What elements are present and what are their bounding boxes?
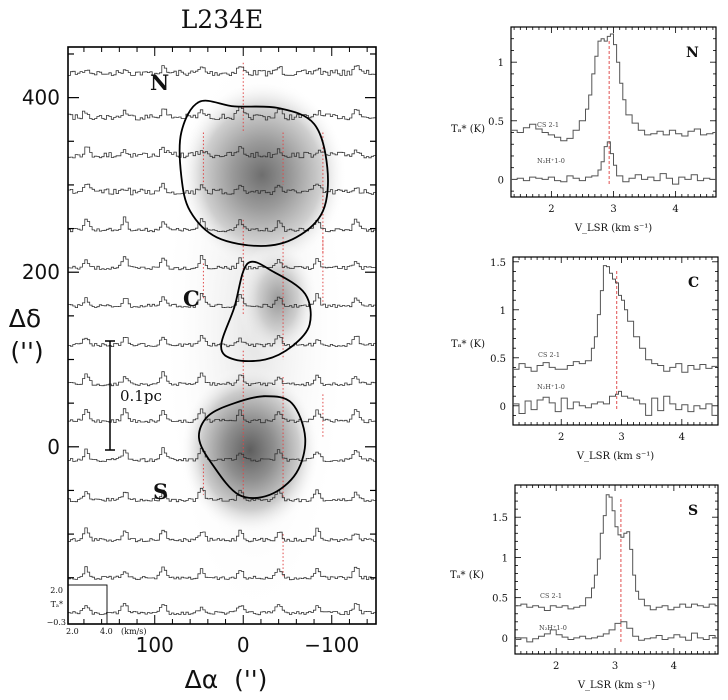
x-axis-label: Δα (''): [185, 665, 268, 694]
contour-C-core: [220, 260, 312, 363]
y-tick-label: 0: [498, 175, 504, 186]
x-tick-label: −100: [304, 633, 359, 657]
emission-n-core: [177, 80, 347, 270]
spectrum-row: [68, 182, 376, 196]
x-tick-label: 4: [671, 661, 677, 672]
y-axis-label-line1: Δδ: [9, 304, 41, 333]
contour-N-core: [178, 99, 329, 247]
x-tick-label: 2: [558, 432, 564, 443]
x-tick-label: 2: [553, 661, 559, 672]
cs-2-1-spectrum: [511, 33, 716, 142]
emission-c-core: [238, 240, 318, 360]
y-tick-labels: 0 200 400: [22, 86, 60, 459]
core-labels: N C S: [150, 70, 200, 504]
emission-s-core: [180, 365, 320, 535]
scale-bar-label: 0.1pc: [120, 387, 162, 405]
cs-2-1-spectrum: [513, 265, 718, 373]
core-label-n: N: [150, 70, 169, 95]
core-label-s: S: [153, 479, 168, 504]
core-contours: [178, 99, 329, 499]
spectrum-row: [68, 603, 376, 616]
spectrum-row: [68, 293, 376, 308]
inset-ta-max: 2.0: [50, 586, 63, 595]
y-axis-label: Tₐ* (K): [451, 339, 485, 350]
x-tick-label: 4: [672, 204, 678, 215]
y-tick-label: 0: [500, 402, 506, 413]
y-tick-label: 0: [47, 435, 60, 459]
inset-ta-label: Tₐ*: [51, 600, 63, 609]
panel-label: N: [686, 45, 699, 61]
spectrum-panel-c: 2 3 4 0 0.5 1 1.5 CS 2-1 N₂H⁺1-0 C Tₐ* (K) V_LSR (k…: [451, 256, 719, 462]
y-tick-label: 1.5: [490, 258, 506, 269]
x-axis-label: V_LSR (km s⁻¹): [574, 223, 652, 234]
y-tick-label: 0.5: [490, 354, 506, 365]
x-tick-label: 2: [548, 204, 554, 215]
y-tick-label: 1: [500, 306, 506, 317]
series-label-n2h: N₂H⁺1-0: [537, 157, 565, 165]
y-tick-label: 200: [22, 260, 60, 284]
series-label-n2h: N₂H⁺1-0: [537, 383, 565, 391]
n2h-1-0-spectrum: [513, 390, 718, 416]
y-axis-label-line2: (''): [10, 337, 43, 366]
spectrum-row: [68, 255, 376, 271]
channel-map-panel: L234E 100 0 −100 0 200 400 Δα ('') Δδ ('') N…: [9, 5, 377, 694]
spectrum-row: [68, 566, 376, 581]
spectrum-row: [68, 65, 376, 77]
x-tick-label: 0: [237, 633, 250, 657]
cs-2-1-spectrum: [515, 494, 718, 611]
contour-S-core: [198, 395, 307, 499]
scale-bar: 0.1pc: [105, 340, 162, 451]
map-title: L234E: [181, 5, 264, 34]
y-axis-label: Tₐ* (K): [450, 570, 484, 581]
x-tick-labels: 100 0 −100: [136, 633, 360, 657]
x-axis-label: V_LSR (km s⁻¹): [577, 680, 655, 691]
spectrum-row: [68, 216, 376, 233]
series-label-cs: CS 2-1: [537, 121, 559, 129]
panel-frame: [514, 484, 719, 655]
y-axis-label: Tₐ* (K): [451, 124, 485, 135]
series-label-cs: CS 2-1: [540, 592, 562, 600]
spectrum-panel-n: 2 3 4 0 0.5 1 CS 2-1 N₂H⁺1-0 N Tₐ* (K) V_LSR (km s…: [451, 26, 717, 234]
inset-v-max: 4.0: [100, 627, 113, 636]
spectrum-row: [68, 487, 376, 503]
spectrum-row: [68, 447, 376, 463]
reference-velocity-lines: [202, 62, 324, 578]
series-label-cs: CS 2-1: [538, 351, 560, 359]
series-label-n2h: N₂H⁺1-0: [539, 624, 567, 632]
y-tick-label: 1: [502, 553, 508, 564]
spectrum-row: [68, 106, 376, 121]
x-tick-label: 3: [612, 661, 618, 672]
y-tick-label: 1.5: [492, 513, 508, 524]
y-tick-label: 0.5: [492, 594, 508, 605]
x-tick-label: 100: [136, 633, 174, 657]
map-ticks: [68, 47, 376, 624]
spectrum-panel-s: 2 3 4 0 0.5 1 1.5 CS 2-1 N₂H⁺1-0 S Tₐ* (K) V_LSR (k…: [450, 484, 719, 691]
panel-label: S: [688, 503, 698, 519]
spectrum-row: [68, 146, 376, 159]
inset-v-min: 2.0: [66, 627, 79, 636]
inset-ta-min: −0.3: [47, 618, 66, 627]
map-frame: [67, 46, 377, 625]
spectrum-row: [68, 408, 376, 424]
inset-v-unit: (km/s): [121, 627, 146, 636]
y-tick-label: 0.5: [488, 117, 504, 128]
y-tick-label: 0: [502, 634, 508, 645]
y-tick-label: 1: [498, 58, 504, 69]
x-tick-label: 3: [618, 432, 624, 443]
x-tick-label: 3: [610, 204, 616, 215]
intensity-map: [68, 47, 376, 624]
panel-label: C: [688, 275, 699, 291]
x-axis-label: V_LSR (km s⁻¹): [576, 451, 654, 462]
spectrum-row: [68, 527, 376, 543]
intensity-scale-inset: 2.0 Tₐ* −0.3 2.0 4.0 (km/s): [47, 584, 146, 636]
y-tick-label: 400: [22, 86, 60, 110]
n2h-1-0-spectrum: [515, 621, 718, 643]
x-tick-label: 4: [679, 432, 685, 443]
n2h-1-0-spectrum: [511, 141, 716, 185]
spectrum-row: [68, 371, 376, 387]
core-label-c: C: [183, 286, 200, 311]
